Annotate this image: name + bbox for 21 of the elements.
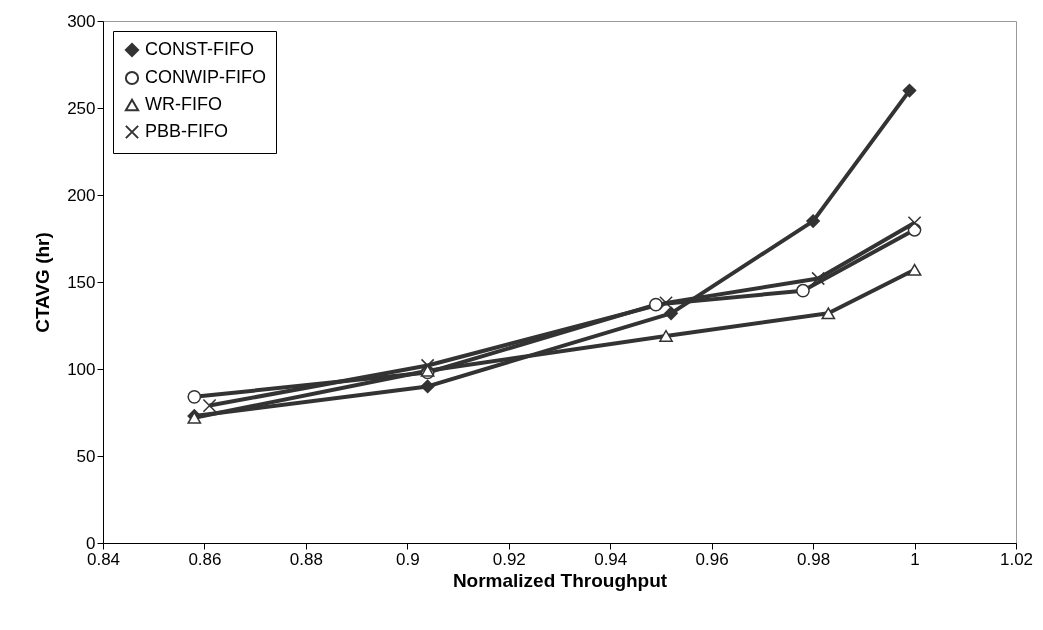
- y-tick-label: 150: [67, 272, 96, 292]
- x-tick-label: 1: [910, 549, 920, 569]
- legend-label: PBB-FIFO: [145, 121, 229, 141]
- x-tick-label: 0.94: [594, 549, 628, 569]
- x-tick-label: 1.02: [999, 549, 1034, 569]
- x-tick-label: 0.86: [188, 549, 222, 569]
- x-tick-label: 0.88: [289, 549, 323, 569]
- y-tick-label: 300: [67, 11, 96, 31]
- legend-label: CONST-FIFO: [145, 39, 254, 59]
- y-tick-label: 250: [67, 98, 96, 118]
- legend-label: CONWIP-FIFO: [145, 67, 266, 87]
- y-tick-label: 200: [67, 185, 96, 205]
- y-tick-label: 100: [67, 359, 96, 379]
- x-tick-label: 0.98: [797, 549, 831, 569]
- x-tick-label: 0.96: [695, 549, 729, 569]
- x-axis-title: Normalized Throughput: [452, 569, 668, 591]
- y-tick-label: 50: [76, 446, 96, 466]
- x-tick-label: 0.92: [492, 549, 526, 569]
- y-axis-title: CTAVG (hr): [32, 232, 54, 333]
- legend-label: WR-FIFO: [145, 94, 222, 114]
- x-tick-label: 0.9: [396, 549, 420, 569]
